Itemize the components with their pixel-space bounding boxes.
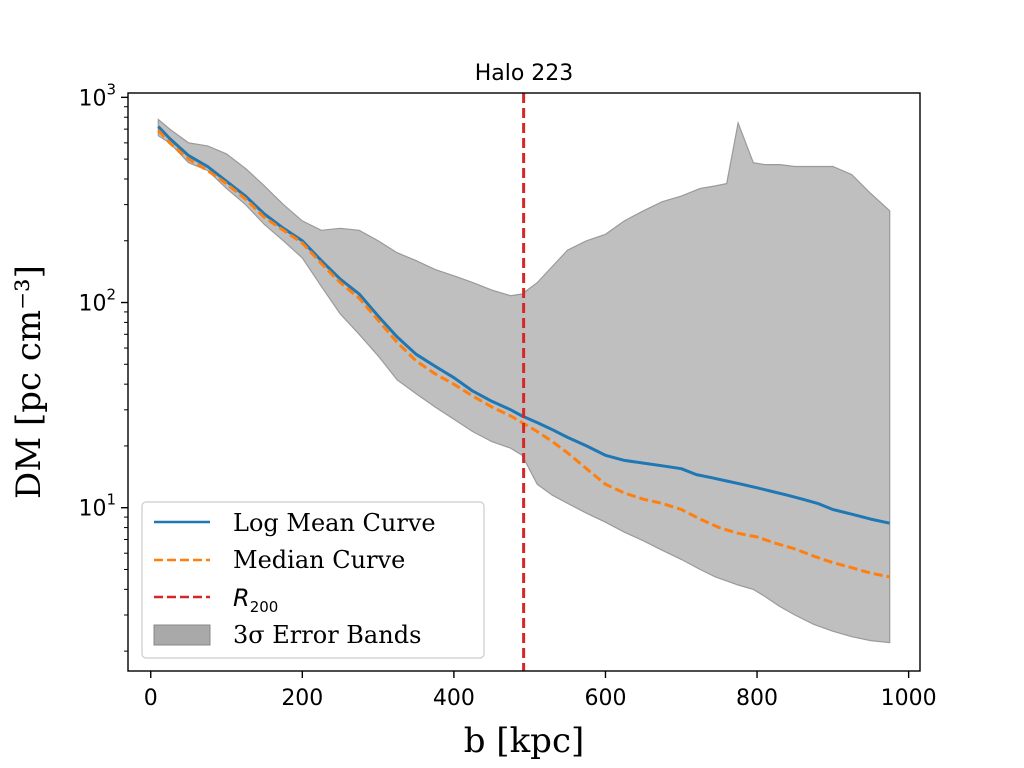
y-axis-label: DM [pc cm⁻³] [9,265,49,499]
legend-label-log-mean: Log Mean Curve [233,509,436,537]
legend-label-r200-base: R [233,584,250,612]
x-tick-label: 1000 [881,686,937,711]
median-curve-line [157,129,890,579]
legend-label-r200: R200 [233,584,278,616]
legend-label-r200-sub: 200 [250,598,279,616]
x-tick-label: 0 [144,686,158,711]
x-tick-label: 800 [736,686,778,711]
chart-title: Halo 223 [475,61,574,86]
x-axis-ticks: 0 200 400 600 800 1000 [144,671,937,711]
axes-frame [127,92,921,672]
log-mean-curve-line [157,125,891,525]
x-tick-label: 600 [584,686,626,711]
legend-label-median: Median Curve [233,546,405,574]
y-tick-label: 103 [78,80,116,111]
legend: Log Mean Curve Median Curve R200 3σ Erro… [141,501,485,659]
plot-area [157,93,891,671]
x-axis-label: b [kpc] [464,721,585,761]
y-axis-ticks: 101 102 103 [78,80,128,652]
legend-label-error-band: 3σ Error Bands [233,621,421,649]
y-tick-label: 102 [78,286,116,317]
legend-swatch-error-band [153,624,211,646]
x-tick-label: 400 [433,686,475,711]
legend-box [141,501,485,659]
x-tick-label: 200 [281,686,323,711]
y-tick-label: 101 [78,491,116,522]
